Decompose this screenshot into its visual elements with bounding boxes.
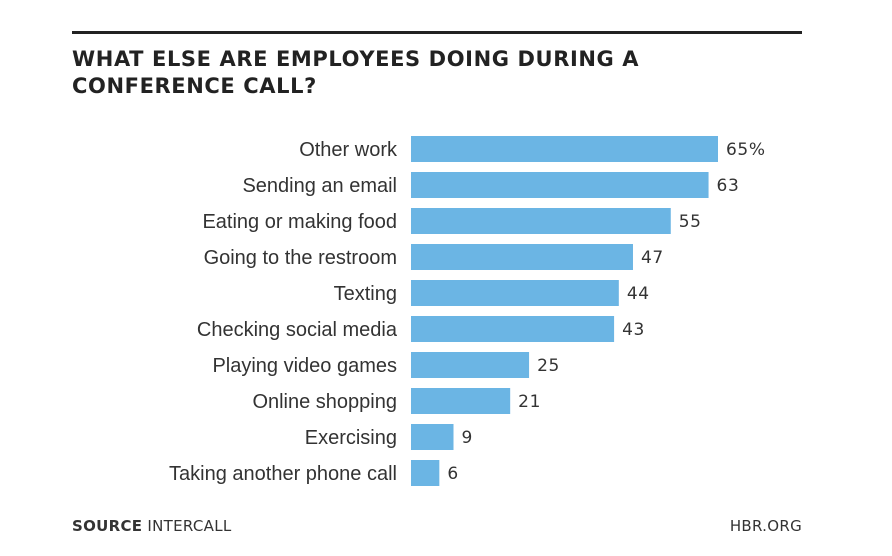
- chart-title: WHAT ELSE ARE EMPLOYEES DOING DURING A C…: [72, 47, 640, 98]
- bar-online-shopping: [411, 388, 511, 414]
- category-label-eating-or-making-food: Eating or making food: [202, 211, 397, 233]
- value-label-eating-or-making-food: 55: [679, 212, 702, 232]
- bar-playing-video-games: [411, 352, 530, 378]
- category-label-checking-social-media: Checking social media: [197, 319, 398, 341]
- source-key: SOURCE: [72, 517, 143, 535]
- value-label-taking-another-phone-call: 6: [447, 464, 458, 484]
- bar-exercising: [411, 424, 454, 450]
- value-label-texting: 44: [627, 284, 650, 304]
- value-label-exercising: 9: [462, 428, 473, 448]
- bar-checking-social-media: [411, 316, 615, 342]
- category-label-sending-an-email: Sending an email: [242, 175, 397, 197]
- bar-other-work: [411, 136, 718, 162]
- category-label-other-work: Other work: [299, 139, 398, 161]
- bar-going-to-the-restroom: [411, 244, 633, 270]
- bar-sending-an-email: [411, 172, 709, 198]
- category-label-online-shopping: Online shopping: [252, 391, 397, 413]
- bar-texting: [411, 280, 619, 306]
- value-label-online-shopping: 21: [518, 392, 541, 412]
- category-label-playing-video-games: Playing video games: [212, 355, 397, 377]
- value-label-playing-video-games: 25: [537, 356, 560, 376]
- source-note: SOURCE INTERCALL: [72, 517, 232, 535]
- category-label-texting: Texting: [334, 283, 397, 305]
- category-label-exercising: Exercising: [305, 427, 397, 449]
- category-label-taking-another-phone-call: Taking another phone call: [169, 463, 397, 485]
- source-value: INTERCALL: [147, 517, 232, 535]
- brand-label: HBR.ORG: [729, 517, 802, 535]
- value-label-checking-social-media: 43: [622, 320, 645, 340]
- value-label-going-to-the-restroom: 47: [641, 248, 664, 268]
- value-label-sending-an-email: 63: [717, 176, 740, 196]
- value-label-other-work: 65%: [726, 140, 766, 160]
- bar-eating-or-making-food: [411, 208, 671, 234]
- top-rule: [72, 31, 802, 34]
- bar-taking-another-phone-call: [411, 460, 440, 486]
- category-label-going-to-the-restroom: Going to the restroom: [204, 247, 397, 269]
